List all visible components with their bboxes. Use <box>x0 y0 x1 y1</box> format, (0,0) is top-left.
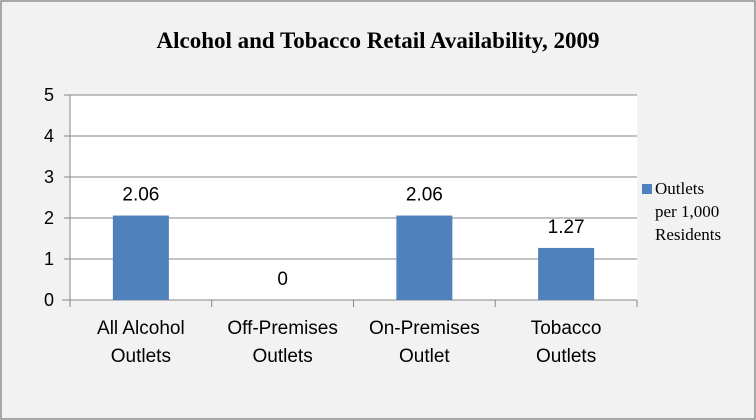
legend-label: Outlets <box>655 179 704 198</box>
data-label: 2.06 <box>406 185 443 206</box>
category-label: Outlets <box>253 346 313 367</box>
bar <box>112 215 169 300</box>
category-label: All Alcohol <box>97 318 185 339</box>
chart-title: Alcohol and Tobacco Retail Availability,… <box>156 28 599 53</box>
category-label: On-Premises <box>369 318 480 339</box>
legend: Outlets per 1,000 Residents <box>642 179 721 244</box>
legend-label: per 1,000 <box>655 202 719 221</box>
y-tick-label: 4 <box>44 126 54 146</box>
y-tick-label: 3 <box>44 167 54 187</box>
category-label: Tobacco <box>531 318 602 339</box>
y-tick-label: 1 <box>44 249 54 269</box>
data-label: 0 <box>277 269 288 290</box>
legend-label: Residents <box>655 225 721 244</box>
bar <box>538 247 595 300</box>
x-axis-labels: All Alcohol Outlets Off-Premises Outlets On-… <box>97 318 601 367</box>
category-label: Off-Premises <box>227 318 338 339</box>
data-labels: 2.06 0 2.06 1.27 <box>122 185 584 290</box>
bars <box>112 215 595 300</box>
y-tick-label: 0 <box>44 290 54 310</box>
y-tick-label: 5 <box>44 85 54 105</box>
category-label: Outlets <box>536 346 596 367</box>
category-label: Outlet <box>399 346 450 367</box>
y-tick-label: 2 <box>44 208 54 228</box>
y-axis-ticks: 0 1 2 3 4 5 <box>44 85 54 310</box>
legend-swatch <box>642 184 652 194</box>
data-label: 1.27 <box>548 217 585 238</box>
category-label: Outlets <box>111 346 171 367</box>
bar <box>396 215 453 300</box>
data-label: 2.06 <box>122 185 159 206</box>
